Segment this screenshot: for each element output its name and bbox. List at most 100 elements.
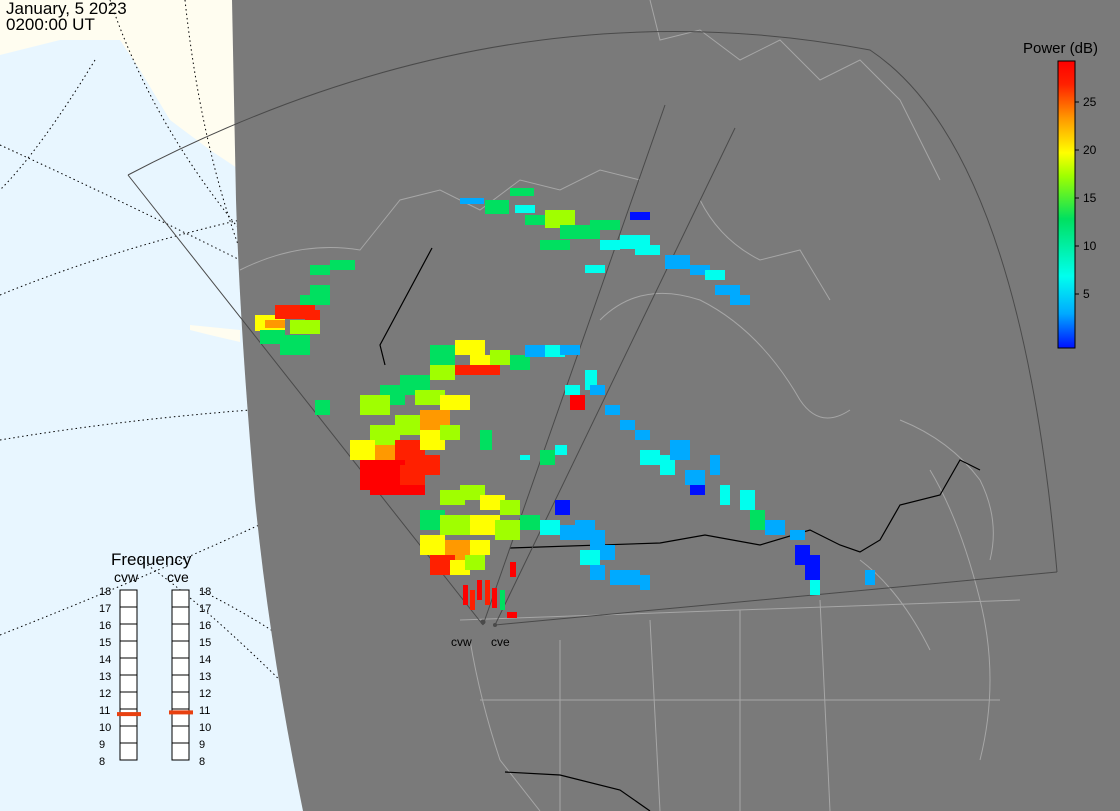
echo-cell bbox=[600, 545, 615, 560]
echo-cell bbox=[500, 590, 505, 610]
echo-cell bbox=[430, 345, 455, 365]
frequency-tick-right: 14 bbox=[199, 654, 212, 666]
echo-cell bbox=[265, 320, 285, 328]
echo-cell bbox=[580, 550, 600, 565]
frequency-tick-left: 13 bbox=[99, 671, 112, 683]
echo-cell bbox=[520, 455, 530, 460]
echo-cell bbox=[290, 320, 320, 334]
echo-cell bbox=[685, 470, 705, 485]
frequency-tick-right: 18 bbox=[199, 586, 212, 598]
echo-cell bbox=[520, 515, 540, 530]
echo-cell bbox=[810, 580, 820, 595]
site-marker-cvw bbox=[480, 619, 486, 625]
echo-cell bbox=[300, 295, 330, 305]
radar-echoes bbox=[255, 188, 875, 618]
frequency-tick-left: 17 bbox=[99, 603, 112, 615]
echo-cell bbox=[507, 612, 517, 618]
echo-cell bbox=[360, 395, 390, 415]
colorbar-tick-5: 5 bbox=[1083, 287, 1090, 301]
echo-cell bbox=[640, 450, 660, 465]
echo-cell bbox=[460, 198, 484, 204]
echo-cell bbox=[590, 385, 605, 395]
echo-cell bbox=[395, 415, 420, 435]
echo-cell bbox=[440, 425, 460, 440]
echo-cell bbox=[415, 455, 440, 475]
echo-cell bbox=[570, 395, 585, 410]
echo-cell bbox=[555, 445, 567, 455]
echo-cell bbox=[430, 555, 455, 575]
echo-cell bbox=[640, 575, 650, 590]
echo-cell bbox=[605, 405, 620, 415]
echo-cell bbox=[545, 210, 575, 228]
echo-cell bbox=[565, 385, 580, 395]
echo-cell bbox=[525, 345, 545, 357]
echo-cell bbox=[715, 285, 740, 295]
echo-cell bbox=[465, 555, 485, 570]
echo-cell bbox=[440, 515, 470, 535]
echo-cell bbox=[420, 430, 445, 450]
echo-cell bbox=[555, 500, 570, 515]
echo-cell bbox=[440, 490, 465, 505]
echo-cell bbox=[560, 345, 580, 355]
frequency-tick-left: 14 bbox=[99, 654, 112, 666]
echo-cell bbox=[440, 395, 470, 410]
echo-cell bbox=[485, 200, 509, 214]
frequency-title: Frequency bbox=[111, 550, 192, 569]
echo-cell bbox=[510, 188, 534, 196]
frequency-tick-left: 12 bbox=[99, 688, 112, 700]
echo-cell bbox=[710, 455, 720, 475]
echo-cell bbox=[765, 520, 785, 535]
echo-cell bbox=[620, 420, 635, 430]
echo-cell bbox=[470, 590, 475, 610]
echo-cell bbox=[510, 562, 516, 577]
echo-cell bbox=[330, 260, 355, 270]
colorbar-title: Power (dB) bbox=[1023, 40, 1099, 57]
echo-cell bbox=[315, 400, 330, 415]
colorbar-ticks bbox=[1075, 101, 1079, 295]
echo-cell bbox=[460, 485, 485, 500]
frequency-tick-left: 8 bbox=[99, 756, 106, 768]
time-label: 0200:00 UT bbox=[6, 15, 95, 34]
frequency-tick-right: 11 bbox=[199, 705, 211, 717]
frequency-tick-left: 10 bbox=[99, 722, 112, 734]
colorbar-tick-25: 25 bbox=[1083, 95, 1097, 109]
frequency-tick-right: 9 bbox=[199, 739, 206, 751]
echo-cell bbox=[415, 390, 445, 405]
frequency-tick-right: 16 bbox=[199, 620, 212, 632]
frequency-tick-left: 9 bbox=[99, 739, 106, 751]
echo-cell bbox=[625, 570, 640, 585]
site-marker-cve bbox=[493, 623, 497, 627]
echo-cell bbox=[485, 580, 490, 605]
frequency-tick-right: 12 bbox=[199, 688, 212, 700]
power-colorbar bbox=[1057, 60, 1076, 349]
echo-cell bbox=[690, 265, 710, 275]
echo-cell bbox=[420, 510, 445, 530]
site-label-cvw: cvw bbox=[451, 635, 472, 649]
echo-cell bbox=[665, 255, 690, 269]
echo-cell bbox=[540, 450, 555, 465]
echo-cell bbox=[492, 588, 497, 608]
echo-cell bbox=[305, 310, 320, 320]
international-borders bbox=[379, 247, 981, 811]
frequency-tick-left: 11 bbox=[99, 705, 111, 717]
echo-cell bbox=[260, 330, 285, 344]
echo-cell bbox=[310, 285, 330, 295]
alaska-peninsula-lit bbox=[190, 325, 240, 342]
frequency-tick-right: 15 bbox=[199, 637, 212, 649]
echo-cell bbox=[430, 365, 455, 380]
graticule-lines bbox=[0, 0, 301, 701]
echo-cell bbox=[455, 365, 500, 375]
echo-cell bbox=[420, 535, 445, 555]
alaska-landmass-lit bbox=[0, 0, 240, 170]
echo-cell bbox=[540, 240, 570, 250]
echo-cell bbox=[470, 515, 500, 535]
colorbar-tick-15: 15 bbox=[1083, 191, 1097, 205]
echo-cell bbox=[805, 555, 820, 580]
frequency-tick-right: 13 bbox=[199, 671, 212, 683]
echo-cell bbox=[635, 430, 650, 440]
echo-cell bbox=[600, 240, 620, 250]
frequency-tick-right: 10 bbox=[199, 722, 212, 734]
echo-cell bbox=[590, 220, 620, 230]
echo-cell bbox=[280, 335, 310, 355]
